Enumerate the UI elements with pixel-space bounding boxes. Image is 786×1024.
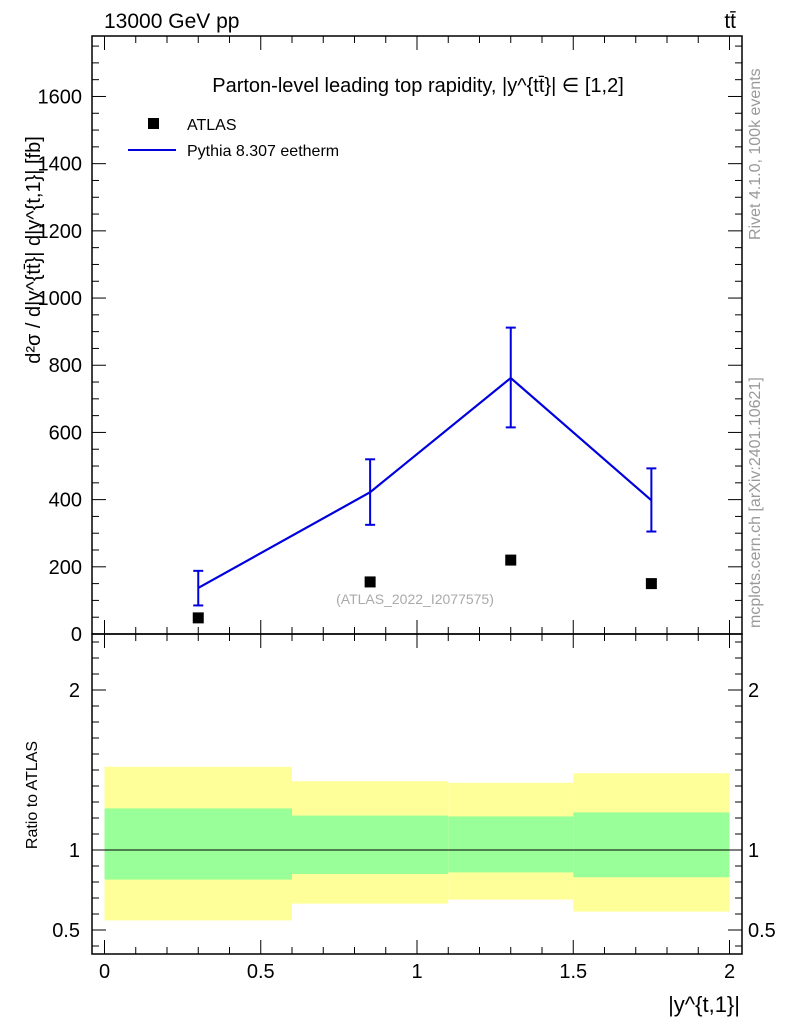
analysis-watermark: (ATLAS_2022_I2077575): [336, 591, 494, 607]
main-y-axis-label: d²σ / d|y^{tt̄}| d|y^{t,1}| [fb]: [23, 136, 45, 364]
legend-pythia-label: Pythia 8.307 eetherm: [187, 143, 339, 160]
ratio-inner-band: [448, 816, 574, 873]
x-axis-label: |y^{t,1}|: [668, 992, 740, 1017]
main-y-tick-label: 1200: [38, 221, 83, 243]
x-tick-label: 1.5: [559, 961, 587, 983]
legend-atlas-marker: [148, 118, 159, 129]
main-axis-ticks: [92, 36, 742, 635]
main-y-tick-label: 200: [49, 557, 82, 579]
main-y-tick-label: 400: [49, 490, 82, 512]
ratio-y-tick-label-left: 2: [69, 680, 80, 702]
ratio-y-tick-label-right: 1: [748, 840, 759, 862]
ratio-y-axis-label: Ratio to ATLAS: [24, 741, 41, 849]
energy-label: 13000 GeV pp: [104, 10, 239, 33]
rivet-version-label: Rivet 4.1.0, 100k events: [747, 68, 764, 240]
main-y-tick-label: 1000: [38, 288, 83, 310]
ratio-y-tick-label-right: 0.5: [748, 920, 776, 942]
ratio-y-tick-label-right: 2: [748, 680, 759, 702]
pythia-line: [197, 376, 653, 589]
legend: ATLAS Pythia 8.307 eetherm: [128, 117, 339, 160]
source-url-label: mcplots.cern.ch [arXiv:2401.10621]: [747, 377, 764, 628]
main-y-tick-label: 1400: [38, 154, 83, 176]
main-series-layer: [192, 326, 657, 624]
atlas-data-point: [645, 578, 657, 590]
x-tick-labels: 0 0.5 1 1.5 2: [99, 961, 735, 983]
x-tick-label: 0.5: [247, 961, 275, 983]
ratio-y-tick-labels: 0.5 0.5 1 1 2 2: [52, 680, 776, 942]
main-y-tick-labels: 0 200 400 600 800 1000 1200 1400 1600: [38, 86, 83, 646]
main-y-tick-label: 1600: [38, 86, 83, 108]
main-y-tick-label: 600: [49, 422, 82, 444]
legend-atlas-label: ATLAS: [187, 117, 237, 134]
atlas-data-point: [192, 612, 204, 624]
ratio-y-tick-label-left: 1: [69, 840, 80, 862]
x-tick-label: 1: [411, 961, 422, 983]
x-tick-label: 2: [724, 961, 735, 983]
atlas-data-point: [505, 554, 517, 566]
x-tick-label: 0: [99, 961, 110, 983]
ratio-axis-ticks: [92, 634, 742, 954]
main-y-tick-label: 0: [71, 624, 82, 646]
main-y-tick-label: 800: [49, 355, 82, 377]
ratio-inner-band: [104, 808, 292, 880]
main-panel: 0 200 400 600 800 1000 1200 1400 1600 Parton-lev…: [23, 35, 743, 646]
atlas-data-point: [364, 576, 376, 588]
ratio-inner-band: [573, 812, 730, 878]
ratio-y-tick-label-left: 0.5: [52, 920, 80, 942]
ratio-inner-band: [292, 815, 449, 874]
ratio-bands-layer: [104, 766, 730, 921]
ratio-panel: 0.5 0.5 1 1 2 2 0 0.5 1 1.5 2 Ratio to ATLAS |y^{…: [24, 633, 776, 1017]
process-label: tt̄: [724, 10, 736, 33]
plot-title: Parton-level leading top rapidity, |y^{t…: [212, 75, 624, 97]
